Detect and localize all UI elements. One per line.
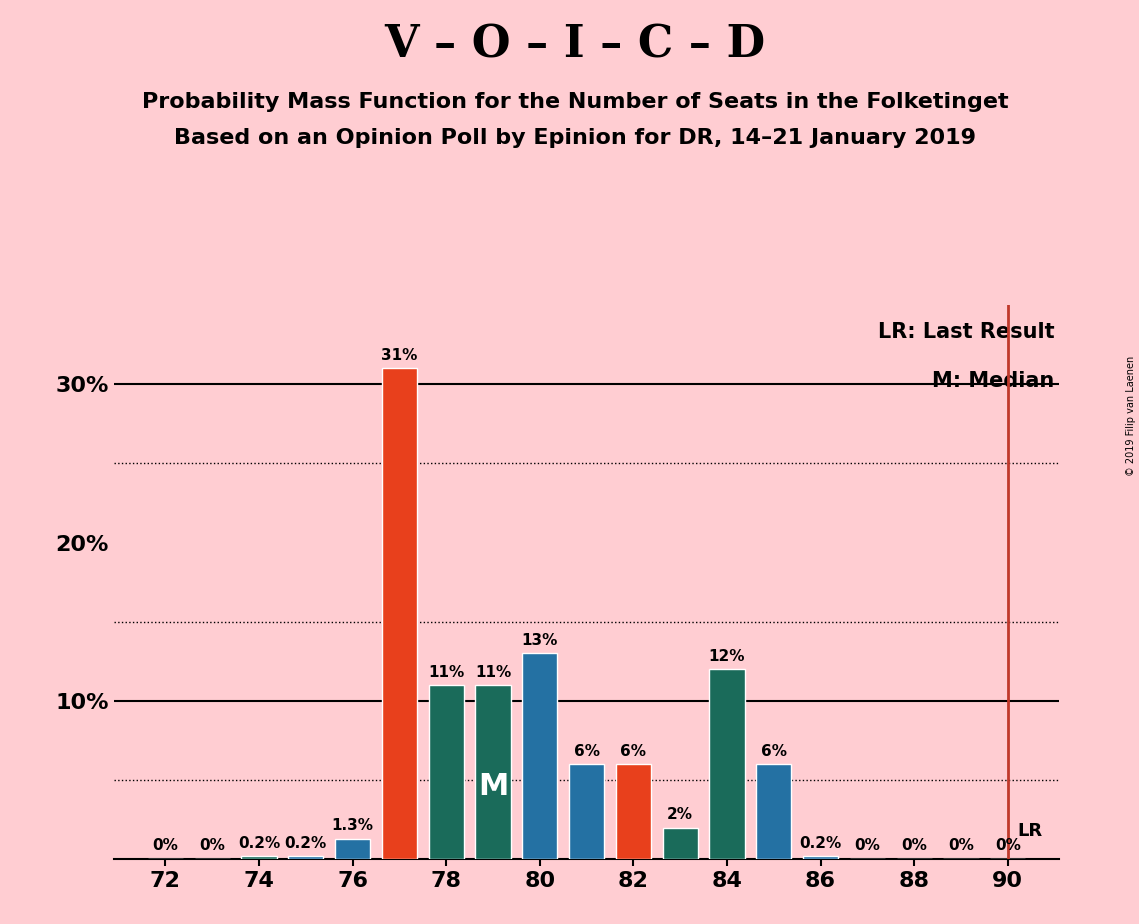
Text: M: Median: M: Median	[933, 371, 1055, 392]
Text: LR: Last Result: LR: Last Result	[878, 322, 1055, 342]
Text: Probability Mass Function for the Number of Seats in the Folketinget: Probability Mass Function for the Number…	[142, 92, 1008, 113]
Text: M: M	[477, 772, 508, 800]
Text: 0%: 0%	[901, 838, 927, 853]
Text: 0%: 0%	[994, 838, 1021, 853]
Bar	[756, 764, 792, 859]
Text: 0.2%: 0.2%	[238, 835, 280, 851]
Text: 1.3%: 1.3%	[331, 818, 374, 833]
Text: 6%: 6%	[574, 744, 599, 759]
Bar	[570, 764, 604, 859]
Bar	[475, 685, 510, 859]
Bar	[616, 764, 650, 859]
Bar	[663, 828, 698, 859]
Bar	[241, 857, 277, 859]
Text: 0%: 0%	[948, 838, 974, 853]
Text: Based on an Opinion Poll by Epinion for DR, 14–21 January 2019: Based on an Opinion Poll by Epinion for …	[174, 128, 976, 148]
Text: © 2019 Filip van Laenen: © 2019 Filip van Laenen	[1126, 356, 1136, 476]
Text: 11%: 11%	[428, 664, 465, 679]
Text: 6%: 6%	[761, 744, 787, 759]
Text: 6%: 6%	[621, 744, 647, 759]
Text: 13%: 13%	[522, 633, 558, 648]
Text: 12%: 12%	[708, 649, 745, 663]
Bar	[288, 857, 323, 859]
Bar	[428, 685, 464, 859]
Text: 2%: 2%	[667, 807, 694, 822]
Text: 31%: 31%	[382, 347, 418, 363]
Bar	[523, 653, 557, 859]
Bar	[710, 669, 745, 859]
Text: 0.2%: 0.2%	[800, 835, 842, 851]
Bar	[803, 857, 838, 859]
Text: V – O – I – C – D: V – O – I – C – D	[385, 23, 765, 67]
Bar	[382, 369, 417, 859]
Text: 0.2%: 0.2%	[285, 835, 327, 851]
Text: 0%: 0%	[854, 838, 880, 853]
Text: LR: LR	[1017, 822, 1042, 840]
Text: 11%: 11%	[475, 664, 511, 679]
Text: 0%: 0%	[153, 838, 179, 853]
Text: 0%: 0%	[199, 838, 226, 853]
Bar	[335, 839, 370, 859]
